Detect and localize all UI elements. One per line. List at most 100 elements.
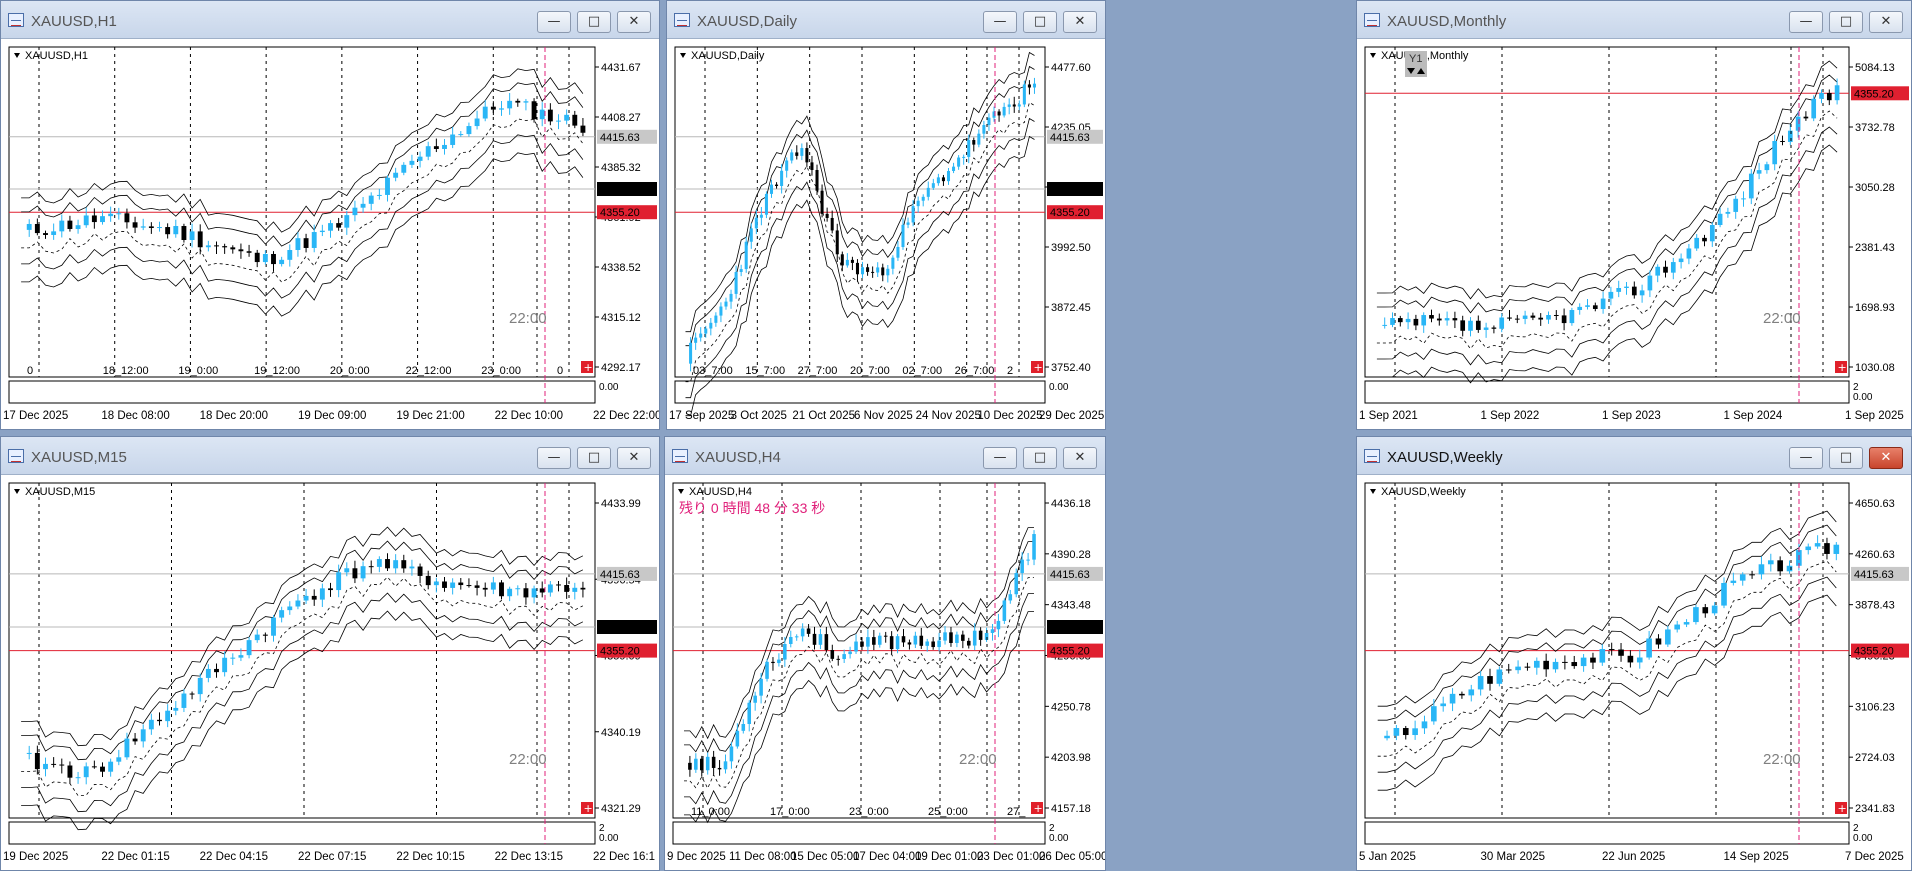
scroll-up-icon[interactable]	[1417, 68, 1425, 74]
chart-canvas[interactable]: XAUUSD,Weekly 22:00 +4650.63 4260.63 3878.43…	[1357, 475, 1912, 871]
candle-body	[246, 640, 252, 656]
bollinger-band	[21, 592, 584, 813]
chart-window-daily[interactable]: XAUUSD,Daily — □ ✕ XAUUSD,Daily +4477.60 4235.…	[666, 0, 1106, 430]
chart-window-m15[interactable]: XAUUSD,M15—□✕XAUUSD,M1522:00+4433.994396…	[0, 436, 660, 871]
chart-canvas[interactable]: XAUUSD,H122:00+4431.674408.274385.324361…	[1, 39, 660, 430]
time-axis-label: 22 Jun 2025	[1602, 851, 1665, 863]
window-titlebar[interactable]: XAUUSD,Weekly — □ ✕	[1357, 437, 1911, 475]
close-button[interactable]: ✕	[1063, 11, 1097, 33]
chart-canvas[interactable]: XAUUSD,M1522:00+4433.994396.544359.09434…	[1, 475, 660, 871]
candle-body	[729, 746, 734, 762]
add-indicator-button[interactable]	[581, 802, 593, 814]
candle-body	[368, 195, 374, 204]
indicator-subwindow[interactable]	[8, 380, 596, 404]
window-titlebar[interactable]: XAUUSD,Daily — □ ✕	[667, 1, 1105, 39]
minimize-button[interactable]: —	[1789, 11, 1823, 33]
candle-body	[230, 247, 236, 250]
candle-body	[749, 228, 753, 242]
candle-body	[1772, 140, 1778, 165]
maximize-button[interactable]: □	[1023, 11, 1057, 33]
maximize-button[interactable]: □	[1829, 447, 1863, 469]
bid-price-tag-text: 4415.63	[1050, 132, 1090, 144]
symbol-menu-icon[interactable]	[1370, 53, 1376, 58]
close-button[interactable]: ✕	[1869, 11, 1903, 33]
chart-window-monthly[interactable]: XAUUSD,Monthly — □ ✕XAUUSD,Monthly Y1 22:00 +5…	[1356, 0, 1912, 430]
price-axis-label: 4385.32	[601, 162, 641, 174]
symbol-menu-icon[interactable]	[678, 489, 684, 494]
chart-window-h4[interactable]: XAUUSD,H4 — □ ✕ XAUUSD,H4 残り 0 時間 48 分 33 秒 22…	[664, 436, 1106, 871]
add-indicator-button[interactable]	[1031, 802, 1043, 814]
maximize-button[interactable]: □	[577, 447, 611, 469]
indicator-subwindow[interactable]	[1364, 380, 1850, 404]
minimize-button[interactable]: —	[983, 447, 1017, 469]
candle-body	[1764, 164, 1770, 171]
chart-window-weekly[interactable]: XAUUSD,Weekly — □ ✕ XAUUSD,Weekly 22:00 +4650.…	[1356, 436, 1912, 871]
close-button[interactable]: ✕	[617, 447, 651, 469]
close-button[interactable]: ✕	[617, 11, 651, 33]
candle-body	[140, 729, 146, 742]
bollinger-band	[1376, 144, 1838, 384]
candle-body	[1777, 560, 1783, 572]
candle-body	[967, 140, 971, 157]
candle-body	[140, 226, 146, 228]
symbol-menu-icon[interactable]	[14, 489, 20, 494]
price-axis-label: 4203.98	[1051, 752, 1091, 764]
candle-body	[1577, 306, 1583, 311]
candle-body	[1546, 315, 1551, 320]
time-watermark: 22:00	[959, 751, 997, 768]
minimize-button[interactable]: —	[1789, 447, 1823, 469]
minimize-button[interactable]: —	[537, 447, 571, 469]
plus-icon: +	[584, 802, 593, 815]
close-button[interactable]: ✕	[1063, 447, 1097, 469]
indicator-subwindow[interactable]	[1364, 821, 1850, 845]
candle-body	[1436, 318, 1442, 321]
maximize-button[interactable]: □	[1829, 11, 1863, 33]
add-indicator-button[interactable]	[1031, 361, 1043, 373]
window-titlebar[interactable]: XAUUSD,H4 — □ ✕	[665, 437, 1105, 475]
chart-canvas[interactable]: XAUUSD,H4 残り 0 時間 48 分 33 秒 22:00 +4436.18 4…	[665, 475, 1106, 871]
window-title: XAUUSD,H4	[695, 449, 781, 466]
session-label: 0	[557, 365, 563, 377]
window-titlebar[interactable]: XAUUSD,M15 — □ ✕	[1, 437, 659, 475]
candle-body	[734, 271, 738, 294]
add-indicator-button[interactable]	[581, 361, 593, 373]
candle-body	[795, 152, 799, 156]
minimize-button[interactable]: —	[537, 11, 571, 33]
symbol-menu-icon[interactable]	[14, 53, 20, 58]
symbol-menu-icon[interactable]	[680, 53, 686, 58]
candle-body	[303, 595, 309, 601]
chart-canvas[interactable]: XAUUSD,MonthlyY122:00+5084.133732.783050…	[1357, 39, 1912, 430]
time-axis-label: 19 Dec 21:00	[396, 410, 464, 422]
symbol-menu-icon[interactable]	[1370, 489, 1376, 494]
add-indicator-button[interactable]	[1835, 802, 1847, 814]
candle-body	[1646, 638, 1652, 658]
indicator-subwindow[interactable]	[672, 821, 1046, 845]
main-plot-area[interactable]	[1364, 46, 1850, 378]
candle-body	[271, 617, 276, 636]
candle-body	[254, 634, 260, 641]
chart-canvas[interactable]: XAUUSD,Daily+4477.604235.054115.003992.5…	[667, 39, 1106, 430]
indicator-subwindow[interactable]	[674, 380, 1046, 404]
minimize-button[interactable]: —	[983, 11, 1017, 33]
window-titlebar[interactable]: XAUUSD,Monthly — □ ✕	[1357, 1, 1911, 39]
candle-body	[1553, 315, 1559, 317]
candle-body	[108, 213, 114, 217]
candle-body	[1709, 225, 1715, 242]
close-button[interactable]: ✕	[1869, 447, 1903, 469]
add-indicator-button[interactable]	[1835, 361, 1847, 373]
candle-body	[547, 109, 553, 122]
time-watermark: 22:00	[509, 751, 547, 768]
maximize-button[interactable]: □	[577, 11, 611, 33]
maximize-button[interactable]: □	[1023, 447, 1057, 469]
chart-window-h1[interactable]: XAUUSD,H1 — □ ✕ XAUUSD,H1 22:00 +4431.67 4408.2…	[0, 0, 660, 430]
session-label: 27_7:00	[798, 365, 838, 377]
session-label: 03_7:00	[693, 365, 733, 377]
window-titlebar[interactable]: XAUUSD,H1 — □ ✕	[1, 1, 659, 39]
time-axis-label: 7 Dec 2025	[1845, 851, 1904, 863]
indicator-subwindow[interactable]	[8, 821, 596, 845]
price-axis-label: 3992.50	[1051, 242, 1091, 254]
bollinger-band	[684, 541, 1034, 754]
scroll-down-icon[interactable]	[1407, 68, 1415, 74]
candle-body	[931, 641, 935, 648]
candle-body	[830, 217, 834, 231]
